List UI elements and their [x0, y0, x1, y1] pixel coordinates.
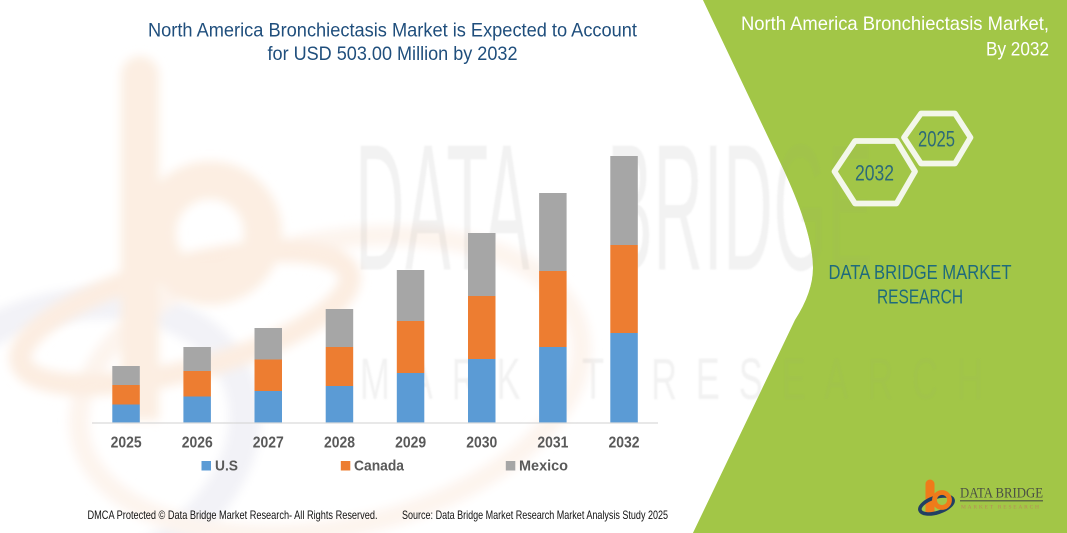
- svg-text:DATA BRIDGE MARKET: DATA BRIDGE MARKET: [829, 261, 1012, 284]
- svg-text:DMCA Protected © Data Bridge M: DMCA Protected © Data Bridge Market Rese…: [88, 508, 378, 522]
- svg-text:By 2032: By 2032: [986, 39, 1049, 61]
- svg-text:2028: 2028: [324, 435, 355, 452]
- svg-text:Mexico: Mexico: [519, 458, 568, 475]
- svg-text:DATA BRIDGE: DATA BRIDGE: [960, 486, 1043, 502]
- svg-text:North America Bronchiectasis M: North America Bronchiectasis Market is E…: [148, 21, 638, 42]
- svg-text:RESEARCH: RESEARCH: [877, 286, 963, 309]
- svg-text:North America Bronchiectasis M: North America Bronchiectasis Market,: [741, 13, 1049, 35]
- svg-text:MARKET RESEARCH: MARKET RESEARCH: [961, 505, 1041, 511]
- svg-text:Canada: Canada: [354, 458, 405, 475]
- svg-text:2025: 2025: [111, 435, 142, 452]
- svg-text:for USD 503.00 Million by 2032: for USD 503.00 Million by 2032: [268, 44, 518, 65]
- svg-text:Source: Data Bridge Market Res: Source: Data Bridge Market Research Mark…: [402, 508, 668, 522]
- svg-text:2025: 2025: [918, 127, 955, 152]
- svg-text:2032: 2032: [855, 161, 894, 186]
- svg-text:2031: 2031: [537, 435, 568, 452]
- svg-text:2027: 2027: [253, 435, 284, 452]
- svg-text:2029: 2029: [395, 435, 426, 452]
- svg-text:2032: 2032: [609, 435, 640, 452]
- svg-text:U.S: U.S: [215, 458, 238, 475]
- svg-text:2030: 2030: [466, 435, 497, 452]
- svg-text:2026: 2026: [182, 435, 213, 452]
